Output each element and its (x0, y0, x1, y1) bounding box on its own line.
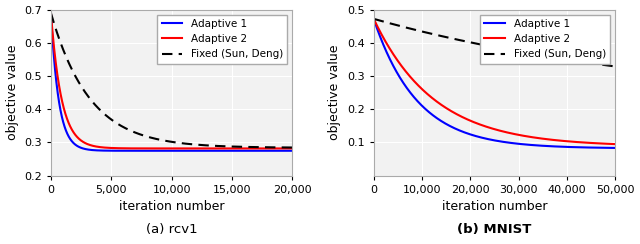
Adaptive 2 (463, 117, 470, 120)
Fixed (Sun, Deng) (607, 64, 614, 67)
Title: (a) rcv1: (a) rcv1 (146, 223, 198, 236)
Line: Adaptive 2: Adaptive 2 (374, 19, 615, 144)
Legend: Adaptive 1, Adaptive 2, Fixed (Sun, Deng): Adaptive 1, Adaptive 2, Fixed (Sun, Deng… (480, 15, 610, 63)
Fixed (Sun, Deng) (75, 80, 83, 83)
Fixed (Sun, Deng) (463, 40, 470, 43)
Adaptive 2 (258, 147, 266, 150)
Adaptive 1 (370, 17, 378, 20)
Adaptive 1 (580, 146, 588, 149)
Y-axis label: objective value: objective value (6, 45, 19, 140)
Adaptive 1 (75, 145, 83, 148)
Adaptive 1 (140, 149, 147, 152)
Adaptive 1 (473, 135, 481, 138)
Adaptive 1 (607, 146, 614, 149)
Adaptive 2 (284, 147, 291, 150)
Adaptive 2 (397, 64, 405, 67)
Fixed (Sun, Deng) (89, 101, 97, 104)
Y-axis label: objective value: objective value (328, 45, 341, 140)
Adaptive 2 (580, 141, 588, 144)
Fixed (Sun, Deng) (412, 29, 419, 31)
Fixed (Sun, Deng) (611, 65, 619, 68)
Adaptive 1 (397, 78, 405, 81)
Fixed (Sun, Deng) (150, 137, 158, 140)
Adaptive 1 (89, 149, 97, 152)
Adaptive 2 (150, 147, 158, 150)
Adaptive 1 (289, 149, 296, 152)
Adaptive 2 (473, 122, 481, 125)
Line: Adaptive 1: Adaptive 1 (51, 13, 292, 151)
Fixed (Sun, Deng) (284, 146, 291, 149)
Adaptive 2 (75, 137, 83, 140)
Fixed (Sun, Deng) (370, 17, 378, 20)
X-axis label: iteration number: iteration number (442, 200, 547, 213)
Adaptive 2 (47, 11, 55, 14)
Adaptive 2 (412, 81, 419, 84)
Adaptive 1 (150, 149, 158, 152)
Legend: Adaptive 1, Adaptive 2, Fixed (Sun, Deng): Adaptive 1, Adaptive 2, Fixed (Sun, Deng… (157, 15, 287, 63)
Fixed (Sun, Deng) (289, 146, 296, 149)
Adaptive 1 (463, 132, 470, 134)
Adaptive 2 (370, 17, 378, 20)
Adaptive 2 (140, 147, 147, 150)
Fixed (Sun, Deng) (397, 25, 405, 28)
Fixed (Sun, Deng) (47, 11, 55, 14)
Adaptive 1 (412, 98, 419, 101)
Adaptive 2 (89, 144, 97, 147)
Adaptive 1 (47, 11, 55, 14)
Fixed (Sun, Deng) (258, 146, 266, 149)
Line: Adaptive 1: Adaptive 1 (374, 19, 615, 148)
Fixed (Sun, Deng) (473, 42, 481, 45)
Adaptive 1 (611, 146, 619, 149)
Line: Fixed (Sun, Deng): Fixed (Sun, Deng) (374, 19, 615, 66)
Line: Fixed (Sun, Deng): Fixed (Sun, Deng) (51, 13, 292, 148)
Adaptive 1 (284, 149, 291, 152)
Adaptive 1 (258, 149, 266, 152)
Fixed (Sun, Deng) (580, 61, 588, 64)
Adaptive 2 (611, 143, 619, 146)
Title: (b) MNIST: (b) MNIST (457, 223, 532, 236)
Line: Adaptive 2: Adaptive 2 (51, 13, 292, 148)
X-axis label: iteration number: iteration number (119, 200, 225, 213)
Adaptive 2 (607, 142, 614, 145)
Fixed (Sun, Deng) (140, 134, 147, 137)
Adaptive 2 (289, 147, 296, 150)
